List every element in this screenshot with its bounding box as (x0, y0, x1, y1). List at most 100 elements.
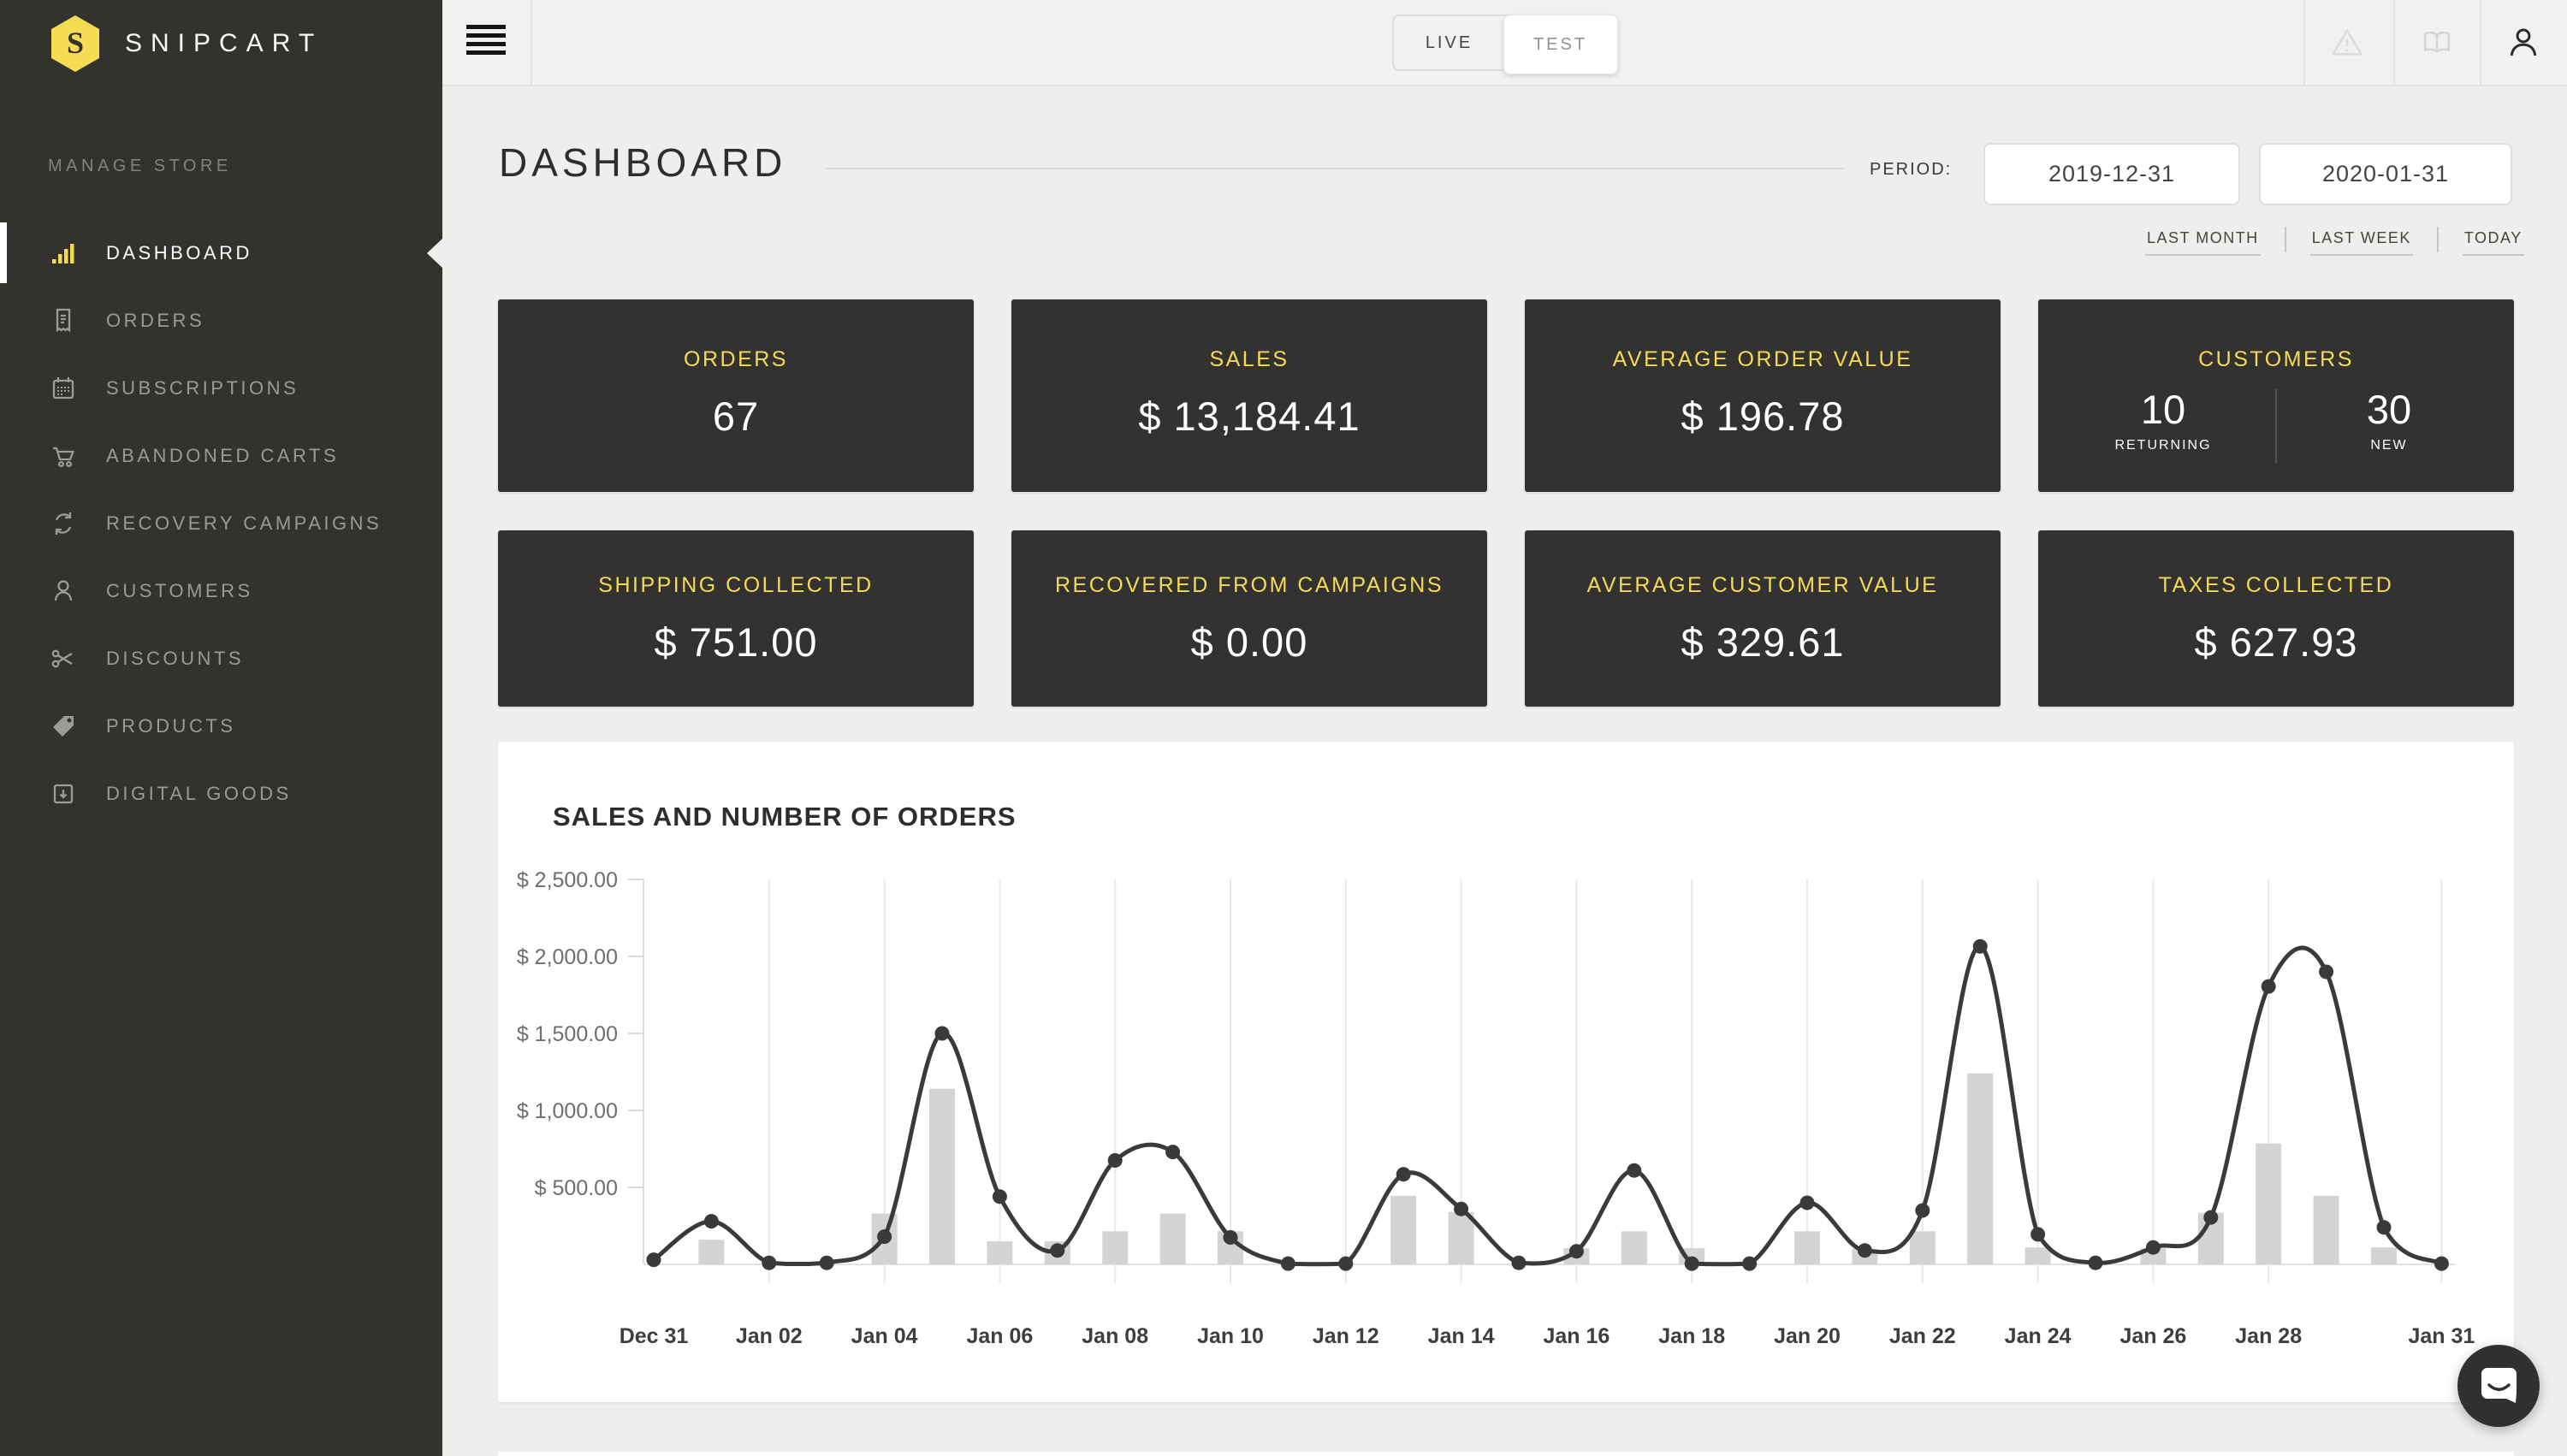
brand-logo[interactable]: S SNIPCART (0, 0, 442, 86)
sidebar-item-customers[interactable]: CUSTOMERS (0, 557, 442, 624)
stat-title: RECOVERED FROM CAMPAIGNS (1054, 573, 1444, 597)
svg-text:$ 2,000.00: $ 2,000.00 (517, 945, 618, 969)
svg-text:Jan 31: Jan 31 (2408, 1324, 2475, 1348)
next-card-peek (498, 1452, 2514, 1456)
topbar-divider (2393, 0, 2395, 86)
page-title: DASHBOARD (499, 140, 787, 185)
last-week-link[interactable]: LAST WEEK (2309, 229, 2413, 256)
sales-stat-card: SALES $ 13,184.41 (1011, 299, 1487, 492)
stat-value: $ 329.61 (1681, 619, 1845, 665)
account-person-icon[interactable] (2480, 0, 2566, 86)
last-month-link[interactable]: LAST MONTH (2145, 229, 2261, 256)
calendar-icon (48, 373, 80, 404)
stats-row-2: SHIPPING COLLECTED $ 751.00 RECOVERED FR… (498, 530, 2514, 707)
test-mode-button[interactable]: TEST (1503, 15, 1618, 74)
period-quick-links: LAST MONTH LAST WEEK TODAY (2145, 227, 2524, 257)
new-count: 30 (2366, 387, 2412, 432)
svg-text:Jan 22: Jan 22 (1889, 1324, 1956, 1348)
warning-triangle-icon[interactable] (2303, 0, 2390, 86)
active-indicator-bar (0, 222, 7, 283)
stat-title: AVERAGE ORDER VALUE (1612, 347, 1913, 371)
refresh-icon (48, 508, 80, 539)
topbar-divider (2480, 0, 2481, 86)
sidebar-item-label: ABANDONED CARTS (106, 444, 340, 466)
tag-icon (48, 711, 80, 742)
divider (2436, 227, 2439, 252)
topbar-divider (531, 0, 532, 86)
scissors-icon (48, 643, 80, 674)
sidebar-item-products[interactable]: PRODUCTS (0, 692, 442, 760)
sidebar-section-label: MANAGE STORE (48, 157, 232, 175)
taxes-collected-stat-card: TAXES COLLECTED $ 627.93 (2038, 530, 2514, 707)
returning-count: 10 (2140, 387, 2186, 432)
chat-launcher-button[interactable] (2457, 1345, 2540, 1427)
sidebar-item-digital-goods[interactable]: DIGITAL GOODS (0, 760, 442, 827)
main-content: DASHBOARD PERIOD: 2019-12-31 2020-01-31 … (442, 86, 2567, 1456)
title-divider (826, 168, 1844, 169)
sidebar-item-orders[interactable]: ORDERS (0, 287, 442, 354)
person-icon (48, 576, 80, 607)
sidebar-item-label: PRODUCTS (106, 714, 236, 737)
svg-text:Jan 26: Jan 26 (2119, 1324, 2186, 1348)
orders-stat-card: ORDERS 67 (498, 299, 974, 492)
docs-book-icon[interactable] (2393, 0, 2480, 86)
sidebar-item-recovery-campaigns[interactable]: RECOVERY CAMPAIGNS (0, 489, 442, 557)
svg-text:Jan 06: Jan 06 (966, 1324, 1033, 1348)
sales-orders-chart-card: SALES AND NUMBER OF ORDERS $ 500.00 $ 1,0… (498, 742, 2514, 1402)
sidebar-item-label: RECOVERY CAMPAIGNS (106, 512, 382, 534)
receipt-icon (48, 305, 80, 336)
stat-title: ORDERS (684, 347, 788, 371)
sidebar: S SNIPCART MANAGE STORE DASHBOARD (0, 0, 442, 1456)
svg-text:$ 1,000.00: $ 1,000.00 (517, 1099, 618, 1123)
hamburger-menu-icon[interactable] (466, 25, 506, 61)
stat-value: 67 (712, 394, 760, 439)
sidebar-item-discounts[interactable]: DISCOUNTS (0, 624, 442, 692)
stat-title: SALES (1209, 347, 1289, 371)
period-start-date-input[interactable]: 2019-12-31 (1983, 143, 2240, 205)
chart-title: SALES AND NUMBER OF ORDERS (553, 802, 1017, 832)
stats-row-1: ORDERS 67 SALES $ 13,184.41 AVERAGE ORDE… (498, 299, 2514, 492)
sidebar-item-subscriptions[interactable]: SUBSCRIPTIONS (0, 354, 442, 422)
period-label: PERIOD: (1870, 160, 1953, 179)
returning-label: RETURNING (2114, 438, 2212, 453)
sidebar-item-dashboard[interactable]: DASHBOARD (0, 219, 442, 287)
active-notch (427, 238, 442, 268)
stat-value: $ 751.00 (654, 619, 818, 665)
sidebar-item-abandoned-carts[interactable]: ABANDONED CARTS (0, 422, 442, 489)
svg-text:$ 1,500.00: $ 1,500.00 (517, 1022, 618, 1046)
svg-text:Dec 31: Dec 31 (620, 1324, 689, 1348)
period-end-date-input[interactable]: 2020-01-31 (2259, 143, 2512, 205)
today-link[interactable]: TODAY (2462, 229, 2524, 256)
topbar: LIVE TEST (442, 0, 2567, 86)
stat-title: SHIPPING COLLECTED (598, 573, 874, 597)
average-customer-value-stat-card: AVERAGE CUSTOMER VALUE $ 329.61 (1525, 530, 2001, 707)
svg-text:Jan 12: Jan 12 (1313, 1324, 1379, 1348)
sidebar-nav: DASHBOARD ORDERS SUBSCRIPTIONS (0, 219, 442, 827)
snipcart-hexagon-logo-icon: S (51, 15, 99, 72)
svg-text:Jan 16: Jan 16 (1543, 1324, 1610, 1348)
stat-value: $ 627.93 (2194, 619, 2358, 665)
live-mode-button[interactable]: LIVE (1425, 33, 1473, 52)
svg-text:Jan 02: Jan 02 (736, 1324, 803, 1348)
sidebar-item-label: DIGITAL GOODS (106, 782, 292, 804)
average-order-value-stat-card: AVERAGE ORDER VALUE $ 196.78 (1525, 299, 2001, 492)
stat-value: $ 196.78 (1681, 394, 1845, 439)
svg-text:$ 2,500.00: $ 2,500.00 (517, 868, 618, 892)
new-label: NEW (2370, 438, 2408, 453)
bar-chart-icon (48, 238, 80, 269)
recovered-from-campaigns-stat-card: RECOVERED FROM CAMPAIGNS $ 0.00 (1011, 530, 1487, 707)
chat-bubble-smile-icon (2481, 1368, 2517, 1403)
mode-toggle: LIVE TEST (1391, 15, 1618, 74)
stat-title: AVERAGE CUSTOMER VALUE (1586, 573, 1939, 597)
customers-split: 10 RETURNING 30 NEW (2082, 386, 2470, 463)
customers-stat-card: CUSTOMERS 10 RETURNING 30 NEW (2038, 299, 2514, 492)
svg-text:Jan 14: Jan 14 (1428, 1324, 1495, 1348)
brand-name: SNIPCART (125, 28, 323, 57)
svg-text:$ 500.00: $ 500.00 (535, 1176, 618, 1200)
svg-text:Jan 28: Jan 28 (2235, 1324, 2302, 1348)
svg-text:S: S (67, 26, 84, 60)
svg-text:Jan 04: Jan 04 (851, 1324, 918, 1348)
divider (2275, 389, 2277, 463)
divider (2284, 227, 2286, 252)
